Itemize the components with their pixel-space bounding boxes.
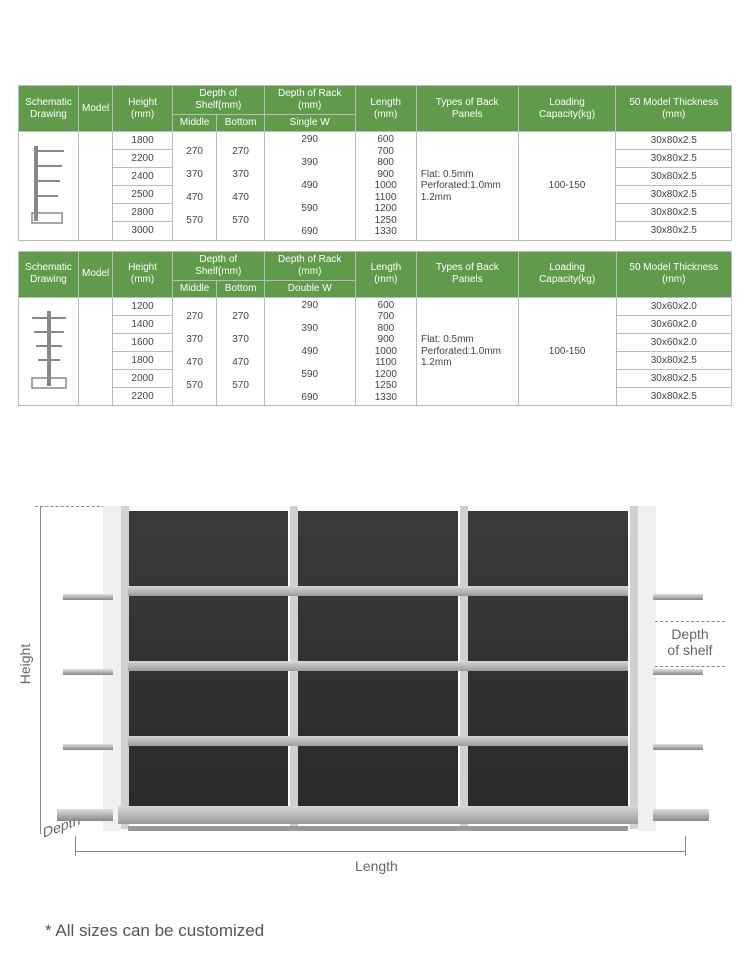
shelf-render (113, 506, 653, 841)
shelf-diagram: Height Depth (0, 486, 750, 906)
th1-4: 30x80x2.5 (616, 204, 732, 222)
h2-1: 1400 (113, 315, 173, 333)
middle-1: 270370470570 (172, 132, 217, 241)
model-2 (79, 297, 113, 406)
hdr2-middle: Middle (172, 280, 217, 297)
hdr-depthrack: Depth of Rack (mm) (264, 86, 355, 115)
length-label: Length (355, 858, 398, 874)
hdr2-depthrack: Depth of Rack (mm) (264, 251, 355, 280)
schematic-2 (19, 297, 79, 406)
middle-2: 270370470570 (172, 297, 217, 406)
h2-5: 2200 (113, 387, 173, 405)
hdr2-thickness: 50 Model Thickness (mm) (616, 251, 731, 297)
th1-3: 30x80x2.5 (616, 186, 732, 204)
h1-4: 2800 (113, 204, 173, 222)
h2-3: 1800 (113, 351, 173, 369)
h1-2: 2400 (113, 168, 173, 186)
th1-0: 30x80x2.5 (616, 132, 732, 150)
footnote: * All sizes can be customized (45, 921, 750, 941)
hdr2-loading: Loading Capacity(kg) (518, 251, 616, 297)
hdr2-height: Height (mm) (113, 251, 173, 297)
depthshelf-label: Depth of shelf (665, 626, 715, 658)
spec-table-1: Schematic Drawing Model Height (mm) Dept… (18, 85, 732, 241)
bottom-1: 270370470570 (217, 132, 264, 241)
th2-3: 30x80x2.5 (616, 351, 731, 369)
h1-1: 2200 (113, 150, 173, 168)
h1-3: 2500 (113, 186, 173, 204)
th2-0: 30x60x2.0 (616, 297, 731, 315)
hdr2-doublew: Double W (264, 280, 355, 297)
h2-4: 2000 (113, 369, 173, 387)
hdr-height: Height (mm) (113, 86, 173, 132)
back-2: Flat: 0.5mmPerforated:1.0mm1.2mm (416, 297, 518, 406)
height-label: Height (17, 644, 33, 684)
hdr2-backpanels: Types of Back Panels (416, 251, 518, 297)
h1: 1800 (113, 132, 173, 150)
hdr-schematic: Schematic Drawing (19, 86, 79, 132)
th1-2: 30x80x2.5 (616, 168, 732, 186)
length-1: 60070080090010001100120012501330 (355, 132, 416, 241)
hdr-backpanels: Types of Back Panels (416, 86, 518, 132)
hdr-bottom: Bottom (217, 115, 264, 132)
th2-5: 30x80x2.5 (616, 387, 731, 405)
hdr2-bottom: Bottom (217, 280, 264, 297)
hdr-depthshelf: Depth of Shelf(mm) (172, 86, 264, 115)
h2-0: 1200 (113, 297, 173, 315)
hdr-thickness: 50 Model Thickness (mm) (616, 86, 732, 132)
schematic-1 (19, 132, 79, 241)
length-2: 60070080090010001100120012501330 (355, 297, 416, 406)
hdr-singlew: Single W (264, 115, 355, 132)
h1-5: 3000 (113, 222, 173, 240)
back-1: Flat: 0.5mmPerforated:1.0mm1.2mm (416, 132, 518, 241)
h2-2: 1600 (113, 333, 173, 351)
shelf-single-icon (24, 141, 74, 231)
rack-2: 290390490590690 (264, 297, 355, 406)
load-1: 100-150 (518, 132, 616, 241)
th2-2: 30x60x2.0 (616, 333, 731, 351)
load-2: 100-150 (518, 297, 616, 406)
hdr-length: Length (mm) (355, 86, 416, 132)
hdr-middle: Middle (172, 115, 217, 132)
hdr2-length: Length (mm) (355, 251, 416, 297)
rack-1: 290390490590690 (264, 132, 355, 241)
hdr-model: Model (79, 86, 113, 132)
hdr2-schematic: Schematic Drawing (19, 251, 79, 297)
spec-table-2: Schematic Drawing Model Height (mm) Dept… (18, 251, 732, 407)
th1-1: 30x80x2.5 (616, 150, 732, 168)
hdr-loading: Loading Capacity(kg) (518, 86, 616, 132)
th2-4: 30x80x2.5 (616, 369, 731, 387)
hdr2-model: Model (79, 251, 113, 297)
bottom-2: 270370470570 (217, 297, 264, 406)
model-1 (79, 132, 113, 241)
hdr2-depthshelf: Depth of Shelf(mm) (172, 251, 264, 280)
th1-5: 30x80x2.5 (616, 222, 732, 240)
th2-1: 30x60x2.0 (616, 315, 731, 333)
shelf-double-icon (24, 306, 74, 396)
